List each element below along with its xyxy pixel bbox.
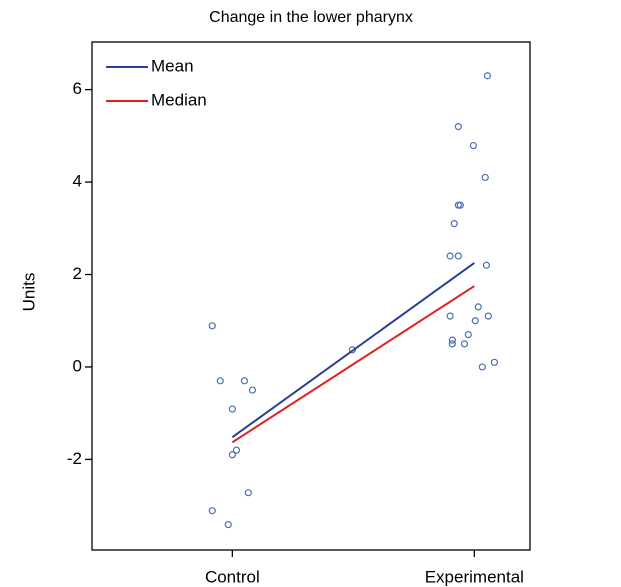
data-point [490,358,499,366]
legend-label: Mean [151,56,194,75]
data-point [478,363,486,371]
data-point [240,377,249,385]
data-point [471,317,479,325]
data-point [208,322,216,330]
data-point [446,252,454,260]
data-point [228,405,236,413]
data-point [484,312,492,320]
legend-label: Median [151,90,207,109]
data-point [224,520,232,529]
plot-frame [91,41,531,551]
data-point [482,261,491,269]
data-point [474,303,482,311]
x-tick-label: Experimental [425,567,524,586]
data-point [248,386,257,394]
data-point [460,340,469,348]
data-point [454,252,462,260]
data-point [232,446,241,454]
data-point [448,336,456,344]
chart-title: Change in the lower pharynx [209,9,413,26]
y-axis-label: Units [19,273,38,312]
data-point [464,330,472,339]
y-tick-label: -2 [67,449,82,468]
data-point [454,122,462,131]
series-line [231,285,475,444]
data-point [456,201,464,209]
data-point [228,451,236,459]
data-point [483,72,492,80]
series-line [231,262,475,439]
data-point [244,489,252,497]
data-point [481,173,489,182]
data-point [446,312,454,320]
data-point [469,141,477,150]
y-tick-label: 0 [73,356,82,375]
x-tick-label: Control [205,567,260,586]
y-tick-label: 6 [73,79,82,98]
y-tick-label: 2 [73,264,82,283]
data-point [208,507,216,515]
data-point [448,340,456,348]
data-point [450,220,458,228]
data-point [216,377,224,385]
y-tick-label: 4 [73,172,82,191]
